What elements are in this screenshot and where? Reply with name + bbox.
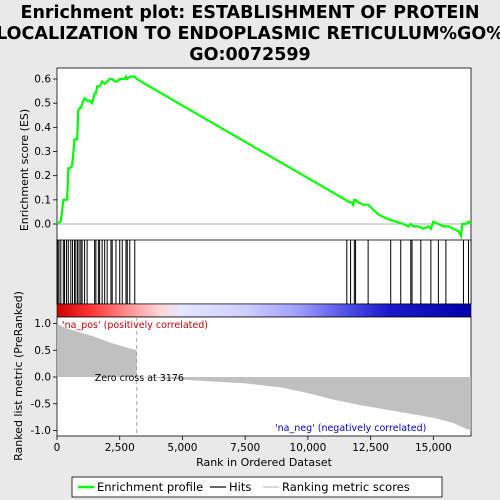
chart-title-line-2: LOCALIZATION TO ENDOPLASMIC RETICULUM%GO… [0, 24, 500, 44]
es-y-tick-label: 0.0 [34, 219, 51, 231]
metric-x-axis: 0 2,500 5,000 7,500 10,000 12,500 15,000 [54, 436, 452, 454]
es-y-axis-label: Enrichment score (ES) [18, 109, 31, 231]
metric-x-tick-label: 7,500 [230, 442, 260, 454]
es-y-tick-label: 0.2 [34, 170, 51, 182]
chart-title-line-1: Enrichment plot: ESTABLISHMENT OF PROTEI… [20, 3, 479, 23]
metric-y-axis-label: Ranked list metric (PreRanked) [12, 291, 25, 461]
metric-x-tick-label: 15,000 [415, 442, 452, 454]
chart-title-line-3: GO:0072599 [189, 45, 310, 65]
metric-y-tick-label: 0.5 [34, 345, 51, 357]
metric-x-axis-label: Rank in Ordered Dataset [196, 456, 333, 469]
legend-enrichment-label: Enrichment profile [97, 480, 203, 494]
es-y-tick-label: 0.3 [34, 146, 51, 158]
es-y-tick-label: 0.1 [34, 194, 51, 206]
metric-x-tick-label: 10,000 [290, 442, 327, 454]
zero-cross-label: Zero cross at 3176 [95, 373, 184, 384]
hits-group [57, 240, 469, 304]
metric-y-tick-label: 0.0 [34, 372, 51, 384]
metric-x-tick-label: 0 [54, 442, 61, 454]
metric-y-axis: -1.0 -0.5 0.0 0.5 1.0 [31, 318, 57, 437]
negative-correlation-label: 'na_neg' (negatively correlated) [275, 423, 426, 434]
metric-y-tick-label: -0.5 [31, 398, 52, 410]
legend-hits-label: Hits [229, 480, 251, 494]
hits-panel [57, 240, 471, 304]
metric-x-tick-label: 12,500 [352, 442, 389, 454]
metric-x-tick-label: 5,000 [167, 442, 197, 454]
legend-box [71, 476, 443, 498]
es-y-axis: 0.0 0.1 0.2 0.3 0.4 0.5 0.6 [34, 74, 57, 231]
metric-y-tick-label: 1.0 [34, 318, 51, 330]
es-y-tick-label: 0.6 [34, 74, 51, 86]
ranking-heat-bar [56, 303, 472, 318]
metric-x-tick-label: 2,500 [105, 442, 135, 454]
positive-correlation-label: 'na_pos' (positively correlated) [62, 320, 208, 331]
es-y-tick-label: 0.5 [34, 98, 51, 110]
ranking-metric-area [57, 323, 471, 431]
legend-ranking-label: Ranking metric scores [282, 480, 410, 494]
es-y-tick-label: 0.4 [34, 122, 51, 134]
metric-y-tick-label: -1.0 [31, 425, 52, 437]
enrichment-profile-line [56, 74, 472, 240]
